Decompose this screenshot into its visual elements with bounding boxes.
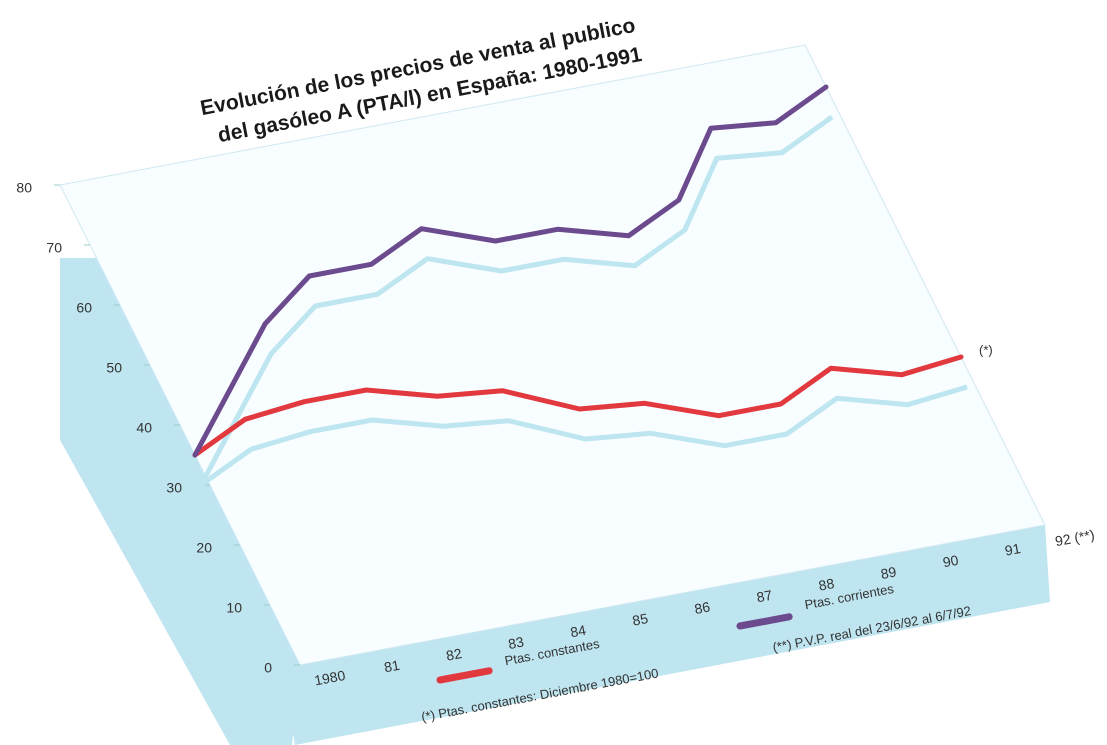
x-tick-label: 84 <box>569 622 587 641</box>
legend-swatch <box>436 667 493 684</box>
y-tick-label: 80 <box>16 180 32 196</box>
left-wall <box>60 258 300 745</box>
y-tick-label: 40 <box>136 420 152 436</box>
y-tick-label: 10 <box>226 600 242 616</box>
x-tick-label: 86 <box>693 598 711 617</box>
x-tick-label: 87 <box>755 587 773 606</box>
line-shadow <box>198 114 834 487</box>
y-tick-label: 50 <box>106 360 122 376</box>
plot-face <box>59 44 1046 666</box>
y-tick-label: 30 <box>166 480 182 496</box>
x-tick-label: 89 <box>879 563 897 582</box>
y-tick-label: 0 <box>264 660 272 676</box>
y-tick-label: 60 <box>76 300 92 316</box>
x-tick-label: 82 <box>445 645 463 664</box>
x-tick-label: 92 (**) <box>1054 526 1096 549</box>
line-shadow <box>199 384 968 488</box>
line <box>192 84 829 458</box>
x-tick-label: 88 <box>817 575 835 594</box>
x-tick-label: 85 <box>631 610 649 629</box>
x-tick-label: 91 <box>1004 540 1022 559</box>
y-tick-label: 20 <box>196 540 212 556</box>
legend-swatch <box>736 613 793 630</box>
x-tick-label: 81 <box>383 657 401 676</box>
x-tick-label: 90 <box>941 552 959 571</box>
x-tick-label: 1980 <box>313 667 347 688</box>
floor <box>282 525 1050 745</box>
x-tick-label: 83 <box>507 633 525 652</box>
line <box>192 354 964 458</box>
y-tick-label: 70 <box>46 240 62 256</box>
annotation: (*) <box>979 342 993 357</box>
